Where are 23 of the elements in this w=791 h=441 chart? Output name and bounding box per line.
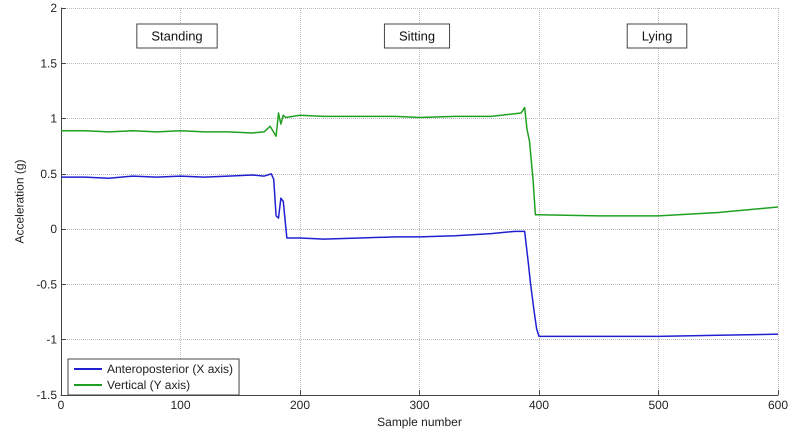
- x-tick-label: 200: [290, 398, 310, 412]
- annotation: Sitting: [398, 28, 436, 44]
- y-tick-label: 1: [50, 112, 58, 126]
- line-series: [60, 106, 779, 217]
- y-tick-label: -1: [46, 332, 58, 347]
- legend-label: Anteroposterior (X axis): [107, 362, 234, 376]
- y-tick-label: -0.5: [36, 277, 58, 292]
- annotation: Standing: [151, 28, 203, 44]
- x-tick-label: 400: [528, 398, 550, 412]
- x-tick-label: 100: [170, 398, 191, 412]
- x-tick-label: 600: [768, 398, 788, 412]
- y-tick-label: 2: [50, 1, 58, 15]
- y-tick-label: 0: [50, 222, 58, 236]
- y-tick-label: -1.5: [36, 388, 58, 402]
- y-tick-label: 1.5: [40, 56, 58, 70]
- legend-label: Vertical (Y axis): [107, 378, 190, 392]
- line-series: [60, 173, 779, 338]
- y-tick-label: 0.5: [40, 166, 58, 181]
- x-tick-label: 500: [648, 398, 669, 412]
- x-axis-title: Sample number: [377, 414, 462, 429]
- annotation: Lying: [642, 28, 672, 44]
- x-tick-label: 300: [409, 398, 430, 412]
- y-axis-title: Acceleration (g): [12, 159, 26, 244]
